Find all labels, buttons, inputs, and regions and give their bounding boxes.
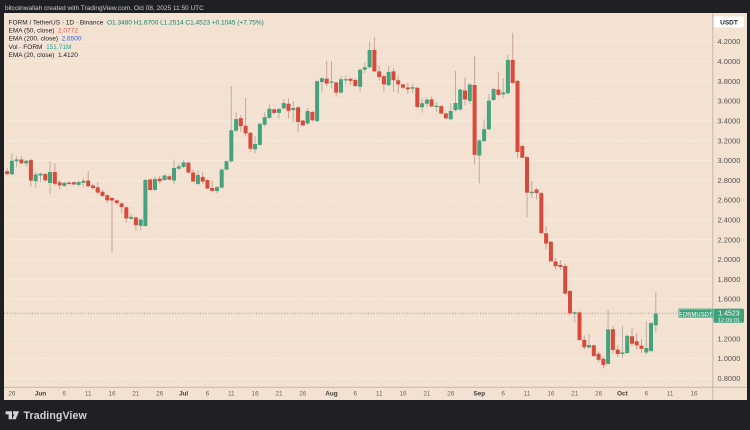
svg-text:26: 26 xyxy=(447,391,455,398)
svg-text:16: 16 xyxy=(108,391,116,398)
svg-text:3.2000: 3.2000 xyxy=(718,136,741,145)
svg-text:EMA (50, close) 2.0772: EMA (50, close) 2.0772 xyxy=(9,28,79,35)
svg-text:EMA (20, close) 1.4120: EMA (20, close) 1.4120 xyxy=(9,52,79,59)
svg-text:26: 26 xyxy=(8,391,16,398)
svg-text:26: 26 xyxy=(595,391,603,398)
svg-text:1.2000: 1.2000 xyxy=(718,334,741,343)
svg-text:0.8000: 0.8000 xyxy=(718,374,741,383)
svg-text:21: 21 xyxy=(132,391,140,398)
svg-text:Jun: Jun xyxy=(35,391,46,398)
svg-text:26: 26 xyxy=(299,391,307,398)
svg-text:2.2000: 2.2000 xyxy=(718,235,741,244)
svg-text:2.0000: 2.0000 xyxy=(718,255,741,264)
svg-text:6: 6 xyxy=(501,391,505,398)
svg-text:2.8000: 2.8000 xyxy=(718,176,741,185)
svg-text:EMA (200, close) 2.6500: EMA (200, close) 2.6500 xyxy=(9,36,82,43)
svg-text:Jul: Jul xyxy=(179,391,188,398)
svg-text:21: 21 xyxy=(275,391,283,398)
svg-text:6: 6 xyxy=(63,391,67,398)
svg-text:11: 11 xyxy=(667,391,674,398)
svg-text:FORM / TetherUS · 1D · Binance: FORM / TetherUS · 1D · Binance O1.3480 H… xyxy=(9,19,264,26)
svg-text:Aug: Aug xyxy=(325,391,338,398)
svg-text:21: 21 xyxy=(571,391,579,398)
svg-text:3.6000: 3.6000 xyxy=(718,97,741,106)
svg-text:1.4523: 1.4523 xyxy=(718,311,740,318)
svg-text:TradingView: TradingView xyxy=(24,410,88,422)
svg-text:21: 21 xyxy=(423,391,431,398)
svg-text:Oct: Oct xyxy=(617,391,629,398)
svg-text:26: 26 xyxy=(156,391,164,398)
svg-text:Vol · FORM 151.71M: Vol · FORM 151.71M xyxy=(9,44,72,51)
svg-text:1.8000: 1.8000 xyxy=(718,275,741,284)
svg-text:3.8000: 3.8000 xyxy=(718,77,741,86)
svg-text:16: 16 xyxy=(252,391,260,398)
svg-text:Sep: Sep xyxy=(473,391,485,398)
svg-text:USDT: USDT xyxy=(720,19,738,26)
svg-text:11: 11 xyxy=(228,391,235,398)
svg-text:4.0000: 4.0000 xyxy=(718,57,741,66)
svg-text:6: 6 xyxy=(206,391,210,398)
svg-text:1.0000: 1.0000 xyxy=(718,354,741,363)
svg-text:4.2000: 4.2000 xyxy=(718,37,741,46)
svg-text:bitcoinwallah created with Tra: bitcoinwallah created with TradingView.c… xyxy=(5,5,204,12)
svg-text:11: 11 xyxy=(376,391,383,398)
svg-text:6: 6 xyxy=(645,391,649,398)
svg-text:11: 11 xyxy=(85,391,92,398)
svg-text:1.6000: 1.6000 xyxy=(718,295,741,304)
svg-text:FORMUSDT: FORMUSDT xyxy=(679,312,713,318)
svg-text:2.6000: 2.6000 xyxy=(718,196,741,205)
svg-text:16: 16 xyxy=(399,391,407,398)
svg-text:3.0000: 3.0000 xyxy=(718,156,741,165)
svg-text:16: 16 xyxy=(690,391,698,398)
svg-text:6: 6 xyxy=(354,391,358,398)
svg-text:11: 11 xyxy=(524,391,531,398)
svg-text:3.4000: 3.4000 xyxy=(718,116,741,125)
svg-text:16: 16 xyxy=(547,391,555,398)
svg-text:2.4000: 2.4000 xyxy=(718,216,741,225)
svg-text:12:09:01: 12:09:01 xyxy=(718,318,741,324)
